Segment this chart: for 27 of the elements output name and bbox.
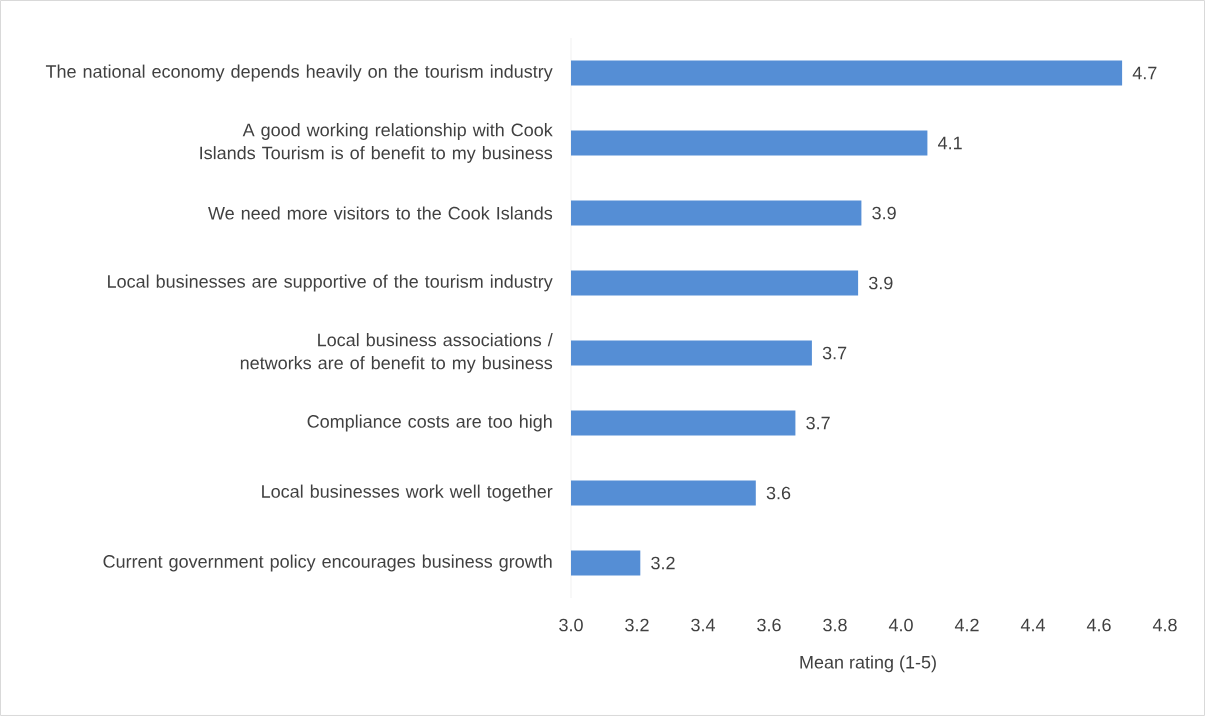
x-axis-title: Mean rating (1-5) <box>800 655 936 673</box>
y-tick-label: Compliance costs are too high <box>307 414 552 432</box>
x-tick-label: 3.0 <box>559 618 583 632</box>
x-tick-label: 4.4 <box>1020 618 1045 632</box>
y-tick-label: Current government policy encourages business growth <box>103 554 552 572</box>
x-tick-label: 4.0 <box>888 618 913 632</box>
data-label: 3.7 <box>806 416 830 430</box>
y-tick-label: Local business associations / networks are of benefit to my business <box>240 333 553 373</box>
data-label: 3.7 <box>822 346 847 360</box>
data-label: 3.9 <box>868 276 893 290</box>
x-tick-label: 4.6 <box>1086 618 1111 632</box>
x-tick-label: 3.4 <box>691 618 715 632</box>
x-tick-label: 4.2 <box>954 618 979 632</box>
x-tick-label: 3.6 <box>757 618 781 632</box>
data-label: 3.2 <box>651 556 675 570</box>
y-tick-label: Local businesses are supportive of the tourism industry <box>108 274 553 292</box>
x-tick-label: 3.8 <box>823 618 847 632</box>
y-tick-label: Local businesses work well together <box>262 484 553 502</box>
y-tick-label: A good working relationship with Cook Islands Tourism is of benefit to my business <box>200 123 553 163</box>
data-label: 4.7 <box>1132 66 1157 80</box>
y-tick-label: The national economy depends heavily on the tourism industry <box>45 64 553 82</box>
data-label: 4.1 <box>938 136 962 150</box>
y-tick-label: We need more visitors to the Cook Islands <box>208 206 553 220</box>
x-tick-label: 3.2 <box>625 618 649 632</box>
data-label: 3.9 <box>872 206 896 220</box>
data-label: 3.6 <box>766 486 791 500</box>
x-tick-label: 4.8 <box>1152 618 1177 632</box>
